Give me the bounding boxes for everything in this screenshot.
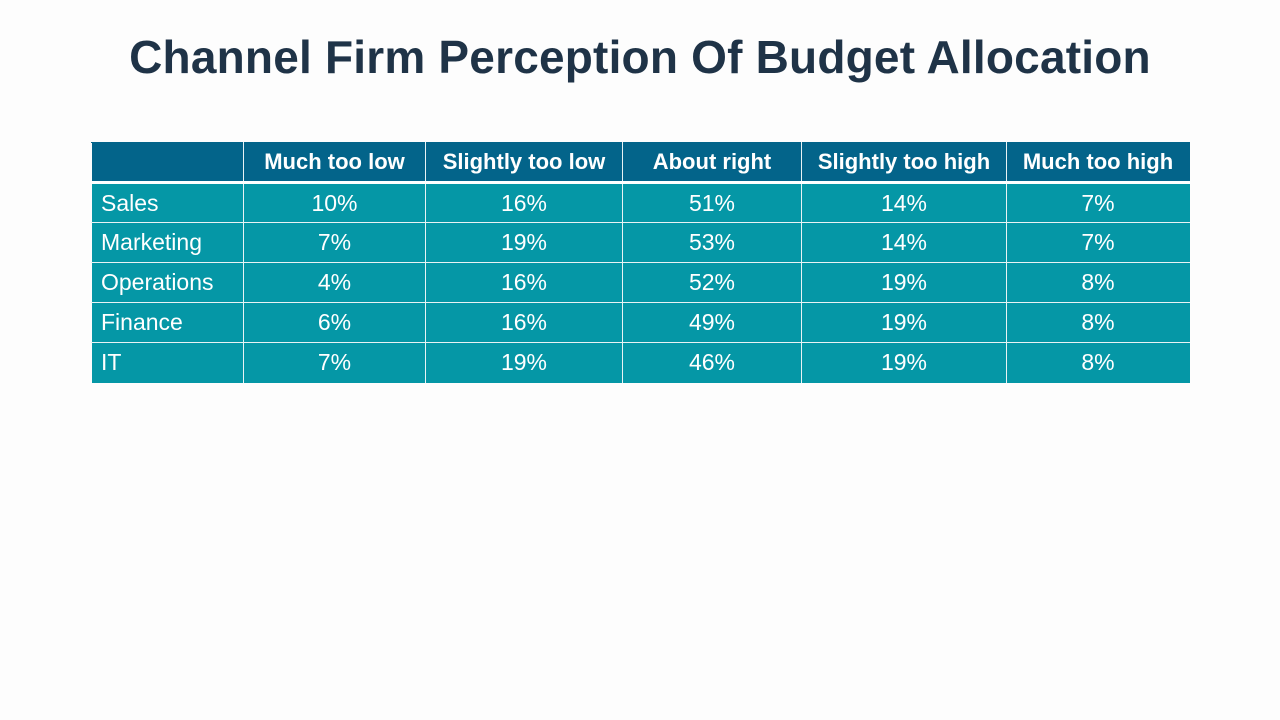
table-cell: 8% xyxy=(1006,262,1190,303)
column-header-slightly-too-low: Slightly too low xyxy=(425,142,623,184)
table-header-row: Much too low Slightly too low About righ… xyxy=(91,142,1190,184)
table-cell: 19% xyxy=(801,262,1007,303)
row-label: Sales xyxy=(91,182,244,223)
table-cell: 16% xyxy=(425,182,623,223)
table-cell: 16% xyxy=(425,302,623,343)
row-label: Marketing xyxy=(91,222,244,263)
table-cell: 7% xyxy=(243,222,426,263)
table-cell: 8% xyxy=(1006,342,1190,383)
table-cell: 51% xyxy=(622,182,802,223)
budget-perception-table: Much too low Slightly too low About righ… xyxy=(91,142,1190,383)
table-cell: 7% xyxy=(243,342,426,383)
table-row-finance: Finance 6% 16% 49% 19% 8% xyxy=(91,302,1190,343)
table-cell: 46% xyxy=(622,342,802,383)
row-label: IT xyxy=(91,342,244,383)
row-label: Operations xyxy=(91,262,244,303)
table-cell: 6% xyxy=(243,302,426,343)
table-cell: 16% xyxy=(425,262,623,303)
row-label: Finance xyxy=(91,302,244,343)
table-cell: 7% xyxy=(1006,182,1190,223)
column-header-much-too-high: Much too high xyxy=(1006,142,1190,184)
table-row-marketing: Marketing 7% 19% 53% 14% 7% xyxy=(91,222,1190,263)
table-row-it: IT 7% 19% 46% 19% 8% xyxy=(91,342,1190,383)
table-cell: 4% xyxy=(243,262,426,303)
slide-title: Channel Firm Perception Of Budget Alloca… xyxy=(129,31,1151,83)
table-cell: 19% xyxy=(801,302,1007,343)
table-cell: 19% xyxy=(425,342,623,383)
table-corner-cell xyxy=(91,142,244,184)
table-cell: 19% xyxy=(425,222,623,263)
table-cell: 52% xyxy=(622,262,802,303)
table-cell: 10% xyxy=(243,182,426,223)
column-header-much-too-low: Much too low xyxy=(243,142,426,184)
table-cell: 19% xyxy=(801,342,1007,383)
table-cell: 49% xyxy=(622,302,802,343)
table-cell: 14% xyxy=(801,182,1007,223)
table-cell: 8% xyxy=(1006,302,1190,343)
table-cell: 7% xyxy=(1006,222,1190,263)
column-header-about-right: About right xyxy=(622,142,802,184)
table-cell: 14% xyxy=(801,222,1007,263)
column-header-slightly-too-high: Slightly too high xyxy=(801,142,1007,184)
table-cell: 53% xyxy=(622,222,802,263)
table-row-sales: Sales 10% 16% 51% 14% 7% xyxy=(91,182,1190,223)
table-row-operations: Operations 4% 16% 52% 19% 8% xyxy=(91,262,1190,303)
